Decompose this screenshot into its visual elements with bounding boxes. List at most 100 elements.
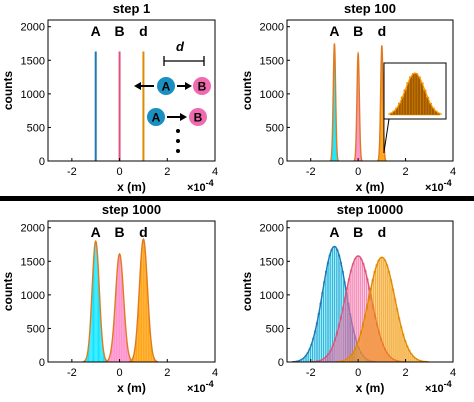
histogram-bar	[369, 288, 372, 363]
x-multiplier: ×10-4	[187, 379, 214, 395]
histogram-bar	[95, 241, 97, 362]
fit-curve-B	[353, 50, 363, 162]
histogram-bar	[104, 355, 105, 362]
x-tick-label: 4	[450, 367, 456, 379]
x-tick-label: 4	[212, 166, 218, 178]
inset-fit	[387, 72, 443, 115]
histogram-bar	[110, 353, 111, 362]
y-tick-label: 500	[27, 122, 45, 134]
diagram: d A B A B	[134, 39, 212, 153]
series-A	[82, 239, 109, 363]
histogram-bar	[120, 261, 122, 362]
histogram-bar	[123, 296, 124, 362]
plot-frame	[47, 220, 216, 363]
histogram-bar	[365, 308, 368, 363]
fit-curve-B	[311, 255, 405, 363]
x-axis-label: x (m)	[356, 381, 385, 395]
histogram-bar	[87, 352, 88, 362]
histogram-bar	[112, 339, 113, 362]
series-label-B: B	[115, 23, 125, 39]
histogram-bar	[101, 329, 102, 362]
histogram-bar	[367, 298, 370, 363]
y-tick-label: 1000	[260, 89, 284, 101]
histogram-bar	[139, 276, 141, 362]
histogram-bar	[94, 249, 95, 362]
y-tick-label: 0	[39, 357, 45, 369]
y-axis-label: counts	[240, 71, 254, 111]
histogram-bar	[321, 292, 324, 363]
histogram-bar	[141, 247, 143, 362]
histogram-bar	[135, 342, 136, 362]
fit-curve-A	[82, 239, 109, 363]
inset-bar	[406, 82, 410, 116]
histogram-bar	[375, 264, 379, 363]
histogram-bar	[127, 349, 129, 362]
histogram-bar	[96, 244, 97, 362]
x-tick-label: 0	[117, 367, 123, 379]
inset-bar	[420, 82, 424, 116]
series-label-d: d	[378, 224, 387, 240]
histogram-bar	[114, 306, 116, 362]
x-tick-label: 0	[355, 166, 361, 178]
y-axis-label: counts	[1, 71, 15, 111]
plot-frame	[47, 19, 216, 162]
histogram-bar	[137, 310, 139, 362]
histogram-bar	[138, 299, 140, 362]
chart-title: step 10000	[337, 202, 404, 217]
fit-curve-d	[377, 45, 387, 162]
histogram-bar	[371, 279, 374, 363]
a2-particle	[146, 107, 166, 127]
histogram-bar	[113, 325, 114, 362]
b-particle	[192, 76, 212, 96]
histogram-bar	[152, 355, 154, 362]
histogram-bar	[148, 310, 150, 362]
chart-title: step 1	[113, 1, 151, 16]
histogram-bar	[377, 259, 381, 363]
histogram-bar	[109, 355, 111, 362]
histogram-bar	[100, 320, 102, 362]
histogram-bar	[387, 271, 391, 363]
histogram-bar	[100, 311, 101, 362]
histogram-bar	[87, 348, 89, 362]
histogram-bar	[132, 357, 134, 362]
histogram-bar	[140, 265, 141, 362]
histogram-bar	[102, 348, 104, 362]
y-tick-label: 1500	[21, 55, 45, 67]
histogram-bar	[149, 320, 150, 362]
histogram-bar	[123, 306, 125, 362]
a-particle	[156, 76, 176, 96]
histogram-bar	[101, 337, 103, 362]
histogram-bar	[146, 276, 148, 362]
histogram-bar	[92, 267, 94, 362]
histogram-bar	[115, 296, 116, 362]
histogram-bar	[99, 289, 100, 362]
histogram-bar	[389, 279, 393, 363]
histogram-bar	[125, 325, 126, 362]
histogram-bar	[110, 349, 112, 362]
histogram-bar	[94, 244, 96, 362]
histogram-bar	[395, 308, 399, 363]
histogram-bar	[134, 352, 135, 362]
histogram-bar	[99, 300, 101, 362]
series-label-B: B	[115, 224, 125, 240]
histogram-bar	[140, 255, 142, 362]
histogram-bar	[121, 268, 123, 362]
y-tick-label: 500	[27, 323, 45, 335]
histogram-bar	[137, 320, 138, 362]
x-tick-label: 2	[164, 166, 170, 178]
histogram-bar	[112, 333, 114, 362]
histogram-bar	[147, 299, 149, 362]
histogram-bar	[142, 239, 144, 362]
fit-curve-A	[292, 245, 377, 363]
histogram-bar	[323, 281, 326, 363]
histogram-bar	[381, 257, 385, 363]
histogram-bar	[154, 358, 155, 362]
y-tick-label: 1500	[260, 55, 284, 67]
x-axis-label: x (m)	[356, 180, 385, 194]
histogram-bar	[150, 342, 152, 362]
fit-curve-B	[104, 252, 135, 363]
histogram-bar	[328, 254, 331, 363]
